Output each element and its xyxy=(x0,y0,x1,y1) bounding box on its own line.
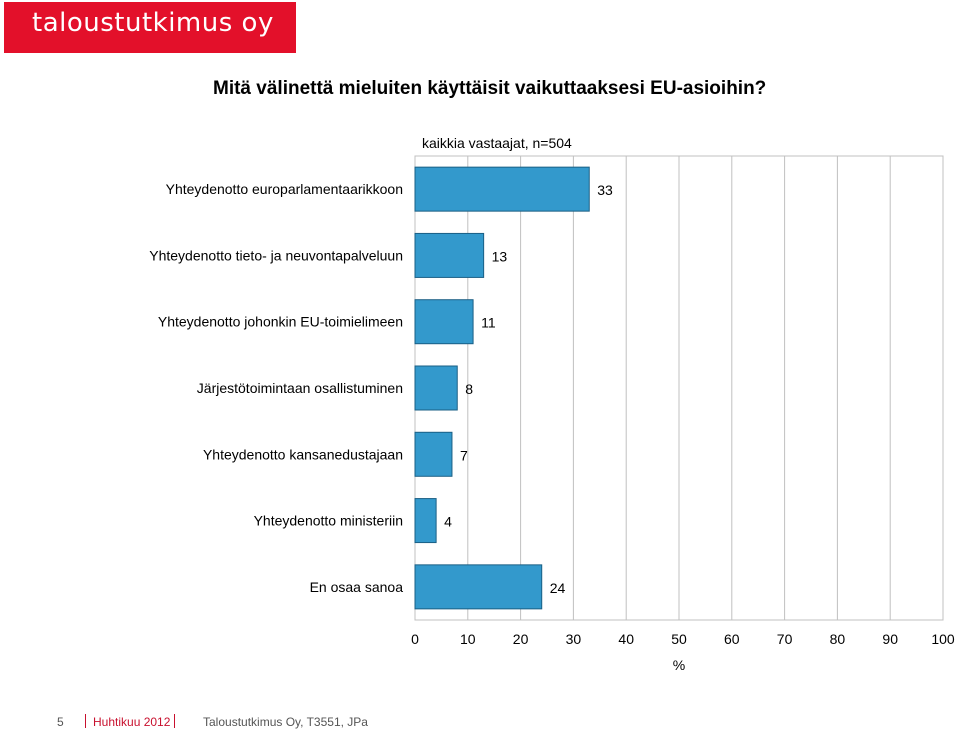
bar xyxy=(414,498,437,544)
data-label: 24 xyxy=(550,580,566,596)
data-label: 7 xyxy=(460,447,468,463)
footer-date: Huhtikuu 2012 xyxy=(93,715,171,729)
company-logo: taloustutkimus oy xyxy=(4,2,296,53)
page-number: 5 xyxy=(57,715,64,729)
x-tick-label: 40 xyxy=(618,631,634,647)
chart-subtitle: kaikkia vastaajat, n=504 xyxy=(422,135,572,151)
category-label: Yhteydenotto kansanedustajaan xyxy=(203,446,403,462)
footer-divider xyxy=(174,714,175,728)
data-label: 8 xyxy=(465,381,473,397)
bar xyxy=(414,564,543,610)
x-tick-label: 90 xyxy=(882,631,898,647)
category-label: Yhteydenotto johonkin EU-toimielimeen xyxy=(158,314,403,330)
bar xyxy=(414,299,474,345)
bar xyxy=(414,166,590,212)
category-label: En osaa sanoa xyxy=(310,579,404,595)
data-label: 33 xyxy=(597,182,613,198)
chart-question-title: Mitä välinettä mieluiten käyttäisit vaik… xyxy=(213,78,767,99)
x-tick-label: 10 xyxy=(460,631,476,647)
x-tick-label: 30 xyxy=(566,631,582,647)
category-label: Yhteydenotto ministeriin xyxy=(254,513,403,529)
footer: 5 Huhtikuu 2012 Taloustutkimus Oy, T3551… xyxy=(0,712,960,732)
x-tick-label: 20 xyxy=(513,631,529,647)
x-tick-label: 70 xyxy=(777,631,793,647)
x-axis-label: % xyxy=(673,657,685,673)
data-label: 4 xyxy=(444,514,452,530)
footer-divider xyxy=(85,714,86,728)
x-tick-label: 60 xyxy=(724,631,740,647)
bar xyxy=(414,365,458,411)
x-tick-label: 50 xyxy=(671,631,687,647)
footer-source: Taloustutkimus Oy, T3551, JPa xyxy=(203,715,368,729)
data-label: 13 xyxy=(492,248,508,264)
bar-chart: 0 10 20 30 40 50 60 70 80 90 100% 33 Yhteydenotto eu… xyxy=(149,155,955,673)
bar xyxy=(414,232,485,278)
category-label: Yhteydenotto europarlamentaarikkoon xyxy=(166,181,403,197)
data-label: 11 xyxy=(481,315,496,331)
category-label: Yhteydenotto tieto- ja neuvontapalveluun xyxy=(149,247,403,263)
category-label: Järjestötoimintaan osallistuminen xyxy=(197,380,403,396)
x-tick-label: 80 xyxy=(830,631,846,647)
x-tick-label: 0 xyxy=(411,631,419,647)
logo-text: taloustutkimus oy xyxy=(32,8,274,38)
bar xyxy=(414,431,453,477)
x-tick-label: 100 xyxy=(931,631,955,647)
